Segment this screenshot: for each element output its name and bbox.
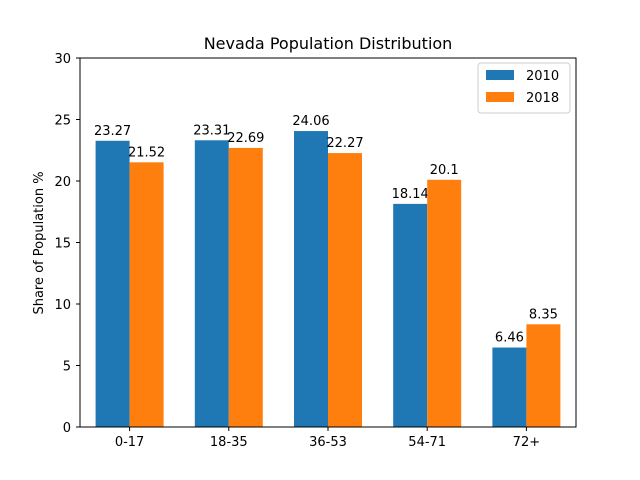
bar-2010-72+: [492, 347, 527, 427]
x-tick-label-36-53: 36-53: [309, 435, 347, 450]
bar-2010-54-71: [393, 203, 428, 427]
data-label-2010-54-71: 18.14: [392, 187, 429, 202]
legend-label-2018: 2018: [526, 91, 559, 106]
legend-swatch-2010: [486, 70, 514, 80]
y-tick-label: 5: [63, 360, 71, 375]
data-label-2010-18-35: 23.31: [193, 123, 230, 138]
legend: 2010 2018: [477, 62, 571, 114]
data-label-2010-72+: 6.46: [495, 331, 524, 346]
y-tick-label: 25: [54, 114, 71, 129]
data-label-2018-18-35: 22.69: [227, 131, 264, 146]
legend-label-2010: 2010: [526, 69, 559, 84]
y-tick-label: 30: [54, 52, 71, 67]
bar-2010-36-53: [294, 131, 328, 427]
bar-2018-36-53: [328, 153, 362, 428]
data-label-2018-0-17: 21.52: [128, 145, 165, 160]
data-label-2010-0-17: 23.27: [94, 124, 131, 139]
y-tick-label: 20: [54, 175, 71, 190]
bar-2010-18-35: [194, 140, 229, 428]
y-axis-label: Share of Population %: [32, 171, 47, 314]
y-tick-label: 10: [54, 298, 71, 313]
bar-2018-0-17: [129, 162, 164, 427]
data-label-2018-72+: 8.35: [529, 307, 558, 322]
legend-swatch-2018: [486, 92, 514, 102]
x-tick-label-18-35: 18-35: [210, 435, 248, 450]
x-tick-label-0-17: 0-17: [115, 435, 145, 450]
chart-title: Nevada Population Distribution: [204, 34, 453, 53]
plot-area: 23.27 23.31 24.06 18.14 6.46 21.52 22.69 22.27 2…: [54, 52, 577, 450]
data-label-2010-36-53: 24.06: [292, 114, 329, 129]
data-label-2018-36-53: 22.27: [326, 136, 363, 151]
y-tick-label: 15: [54, 237, 71, 252]
x-tick-label-72+: 72+: [513, 435, 540, 450]
bar-2010-0-17: [95, 140, 130, 428]
bar-2018-72+: [526, 324, 561, 427]
data-label-2018-54-71: 20.1: [430, 163, 459, 178]
x-tick-label-54-71: 54-71: [408, 435, 446, 450]
bar-2018-54-71: [427, 179, 462, 427]
plot-frame: [79, 57, 577, 428]
y-tick-label: 0: [63, 421, 71, 436]
bar-2018-18-35: [228, 147, 263, 427]
